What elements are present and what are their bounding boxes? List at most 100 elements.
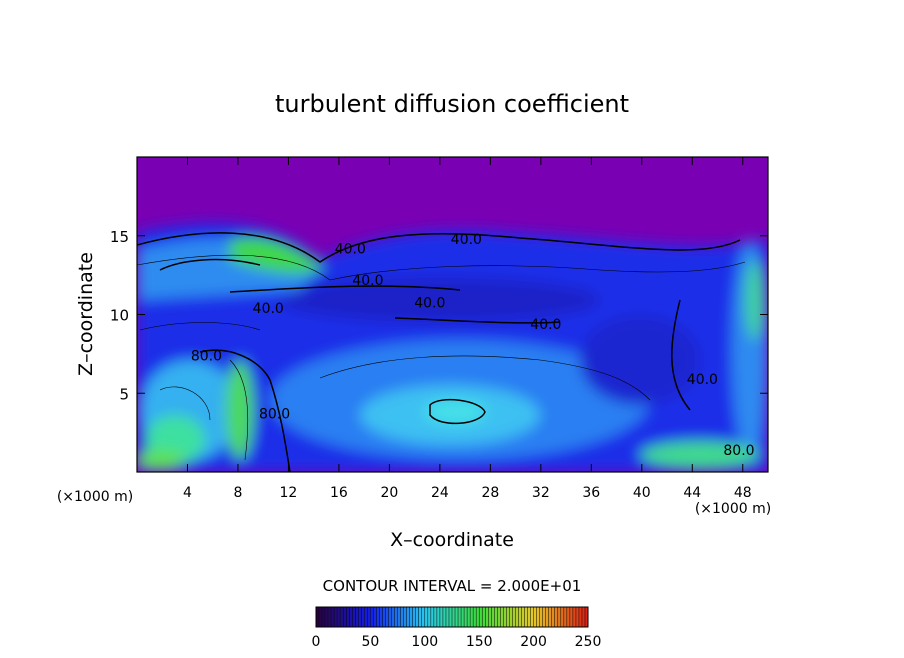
colorbar-swatch	[352, 607, 356, 627]
colorbar-swatch	[403, 607, 407, 627]
chart-title: turbulent diffusion coefficient	[275, 90, 629, 118]
colorbar-swatch	[548, 607, 552, 627]
colorbar-tick-label: 50	[361, 634, 379, 650]
contour-label: 80.0	[259, 407, 290, 423]
colorbar-swatch	[563, 607, 567, 627]
colorbar-swatch	[349, 607, 353, 627]
x-tick-label: 48	[734, 485, 752, 501]
colorbar-swatch	[361, 607, 365, 627]
contour-label: 40.0	[335, 241, 366, 257]
colorbar-swatch	[373, 607, 377, 627]
colorbar-tick-label: 0	[312, 634, 321, 650]
x-tick-label: 12	[280, 485, 298, 501]
colorbar-swatch	[551, 607, 555, 627]
colorbar-swatch	[436, 607, 440, 627]
colorbar-swatch	[494, 607, 498, 627]
y-tick-label: 15	[110, 228, 129, 246]
colorbar-swatch	[364, 607, 368, 627]
colorbar-swatch	[503, 607, 507, 627]
contour-label: 40.0	[414, 296, 445, 312]
colorbar-swatch	[560, 607, 564, 627]
colorbar-swatch	[461, 607, 465, 627]
colorbar-swatch	[343, 607, 347, 627]
x-tick-label: 20	[380, 485, 398, 501]
colorbar-swatch	[400, 607, 404, 627]
x-unit-left: (×1000 m)	[57, 489, 133, 505]
colorbar-swatch	[557, 607, 561, 627]
colorbar-swatch	[512, 607, 516, 627]
x-tick-label: 8	[233, 485, 242, 501]
colorbar-swatch	[421, 607, 425, 627]
colorbar-swatch	[497, 607, 501, 627]
colorbar-tick-label: 150	[466, 634, 493, 650]
colorbar-swatch	[391, 607, 395, 627]
colorbar-swatch	[397, 607, 401, 627]
colorbar-swatch	[473, 607, 477, 627]
contour-label: 40.0	[352, 273, 383, 289]
colorbar-swatch	[316, 607, 320, 627]
colorbar-swatch	[521, 607, 525, 627]
colorbar-swatch	[479, 607, 483, 627]
colorbar-swatch	[331, 607, 335, 627]
x-tick-label: 16	[330, 485, 348, 501]
contour-label: 40.0	[687, 372, 718, 388]
colorbar-swatch	[382, 607, 386, 627]
colorbar-swatch	[545, 607, 549, 627]
x-tick-label: 24	[431, 485, 449, 501]
colorbar-swatch	[575, 607, 579, 627]
colorbar-swatch	[554, 607, 558, 627]
colorbar-swatch	[337, 607, 341, 627]
colorbar-swatch	[418, 607, 422, 627]
colorbar-swatch	[566, 607, 570, 627]
colorbar-swatch	[515, 607, 519, 627]
contour-label: 40.0	[530, 317, 561, 333]
colorbar-swatch	[433, 607, 437, 627]
contour-label: 80.0	[191, 348, 222, 364]
colorbar-swatch	[506, 607, 510, 627]
colorbar-swatch	[482, 607, 486, 627]
colorbar-swatch	[325, 607, 329, 627]
colorbar-swatch	[584, 607, 588, 627]
colorbar-swatch	[578, 607, 582, 627]
x-axis-label: X–coordinate	[390, 529, 514, 551]
colorbar-tick-label: 200	[520, 634, 547, 650]
colorbar-swatch	[328, 607, 332, 627]
x-tick-label: 28	[481, 485, 499, 501]
colorbar-swatch	[569, 607, 573, 627]
field	[137, 157, 768, 472]
colorbar-swatch	[530, 607, 534, 627]
colorbar-swatch	[455, 607, 459, 627]
colorbar-swatch	[581, 607, 585, 627]
colorbar-swatch	[319, 607, 323, 627]
colorbar-tick-label: 250	[575, 634, 602, 650]
colorbar-swatch	[458, 607, 462, 627]
y-axis-label: Z–coordinate	[75, 252, 97, 376]
x-unit-right: (×1000 m)	[695, 501, 771, 517]
colorbar-swatch	[467, 607, 471, 627]
colorbar-swatch	[340, 607, 344, 627]
x-tick-label: 32	[532, 485, 550, 501]
colorbar-swatch	[409, 607, 413, 627]
colorbar-swatch	[430, 607, 434, 627]
colorbar-swatch	[533, 607, 537, 627]
colorbar-swatch	[439, 607, 443, 627]
colorbar-swatch	[355, 607, 359, 627]
colorbar-swatch	[485, 607, 489, 627]
colorbar-swatch	[452, 607, 456, 627]
contour-label: 80.0	[723, 443, 754, 459]
colorbar-swatch	[524, 607, 528, 627]
x-tick-label: 36	[582, 485, 600, 501]
colorbar-swatch	[358, 607, 362, 627]
colorbar-swatch	[427, 607, 431, 627]
colorbar-swatch	[476, 607, 480, 627]
colorbar-swatch	[542, 607, 546, 627]
colorbar-swatch	[491, 607, 495, 627]
colorbar-swatch	[406, 607, 410, 627]
colorbar-swatch	[376, 607, 380, 627]
colorbar-swatch	[518, 607, 522, 627]
colorbar-swatch	[448, 607, 452, 627]
colorbar-swatch	[385, 607, 389, 627]
colorbar-swatch	[539, 607, 543, 627]
